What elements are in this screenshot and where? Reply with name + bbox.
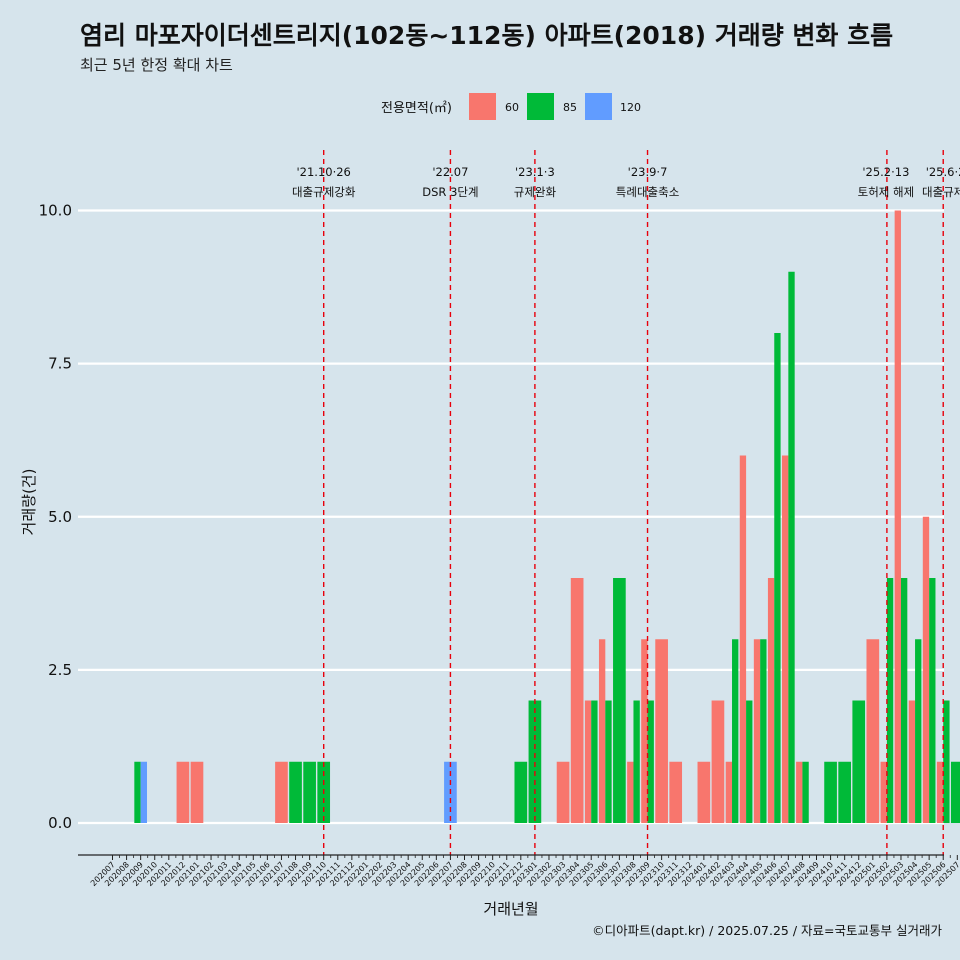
bar-60-202504 (908, 700, 916, 823)
event-name-label: 특례대출축소 (616, 185, 679, 199)
y-tick-label: 7.5 (48, 355, 72, 373)
bar-85-202305 (591, 700, 598, 823)
bar-60-202303 (556, 761, 570, 823)
event-date-label: '25.6·27 (926, 165, 960, 179)
bar-60-202310 (655, 639, 668, 823)
event-name-label: 규제완화 (514, 185, 557, 199)
event-date-label: '23.9·7 (628, 165, 668, 179)
legend-swatch-85 (527, 93, 554, 120)
bar-85-202404 (746, 700, 753, 823)
chart-caption: ©디아파트(dapt.kr) / 2025.07.25 / 자료=국토교통부 실… (592, 923, 942, 938)
y-tick-label: 5.0 (48, 508, 72, 526)
bar-60-202406 (767, 578, 775, 823)
gridlines (78, 209, 944, 825)
bar-60-202402 (711, 700, 725, 823)
legend-swatch-120 (585, 93, 612, 120)
legend-label-85: 85 (563, 101, 577, 114)
bar-85-202502 (886, 578, 894, 823)
legend: 전용면적(㎡) 60 85 120 (381, 93, 641, 120)
event-name-label: DSR 3단계 (422, 185, 478, 199)
bar-60-202309 (641, 639, 648, 823)
bar-60-202408 (796, 761, 803, 823)
bar-60-202401 (697, 761, 711, 823)
bar-60-202501 (866, 639, 880, 823)
bar-85-202403 (732, 639, 739, 823)
bar-85-202405 (760, 639, 767, 823)
bar-60-202101 (190, 761, 204, 823)
bar-60-202505 (922, 516, 930, 823)
bar-85-202408 (802, 761, 809, 823)
bar-85-202406 (774, 333, 781, 823)
event-date-label: '23.1·3 (515, 165, 555, 179)
bar-60-202506 (936, 761, 944, 823)
bar-60-202403 (725, 761, 733, 823)
bar-60-202407 (782, 455, 789, 823)
bars (134, 210, 960, 823)
bar-85-202506 (943, 700, 950, 823)
event-lines: '21.10·26 대출규제강화 '22.07 DSR 3단계 '23.1·3 규제완화 '… (292, 150, 960, 855)
bar-60-202304 (570, 578, 584, 823)
event-date-label: '22.07 (432, 165, 468, 179)
chart-subtitle: 최근 5년 한정 확대 차트 (80, 56, 233, 74)
bar-60-202502 (880, 761, 887, 823)
bar-85-202108 (289, 761, 302, 823)
x-axis: 2020072020082020092020102020112020122021… (78, 854, 960, 888)
bar-85-202412 (852, 700, 866, 823)
bar-120-202009 (140, 761, 147, 823)
y-tick-label: 10.0 (39, 202, 72, 220)
bar-85-202507 (950, 761, 960, 823)
bar-85-202407 (788, 271, 795, 823)
bar-60-202308 (627, 761, 634, 823)
event-name-label: 대출규제강화 (292, 185, 356, 199)
bar-85-202410 (824, 761, 837, 823)
bar-85-202009 (134, 761, 141, 823)
legend-swatch-60 (469, 93, 496, 120)
bar-85-202503 (900, 578, 908, 823)
event-name-label: 대출규제 (922, 185, 960, 199)
legend-title: 전용면적(㎡) (381, 101, 452, 116)
bar-60-202012 (176, 761, 190, 823)
event-date-label: '25.2·13 (862, 165, 909, 179)
y-tick-label: 0.0 (48, 814, 72, 832)
bar-85-202309 (647, 700, 654, 823)
event-name-label: 토허제 해제 (858, 185, 915, 199)
bar-85-202411 (838, 761, 851, 823)
bar-85-202504 (915, 639, 922, 823)
bar-60-202405 (753, 639, 761, 823)
bar-85-202212 (514, 761, 528, 823)
bar-60-202404 (739, 455, 747, 823)
bar-85-202306 (605, 700, 612, 823)
legend-label-120: 120 (620, 101, 641, 114)
bar-60-202306 (598, 639, 606, 823)
bar-85-202505 (929, 578, 936, 823)
x-axis-title: 거래년월 (483, 900, 538, 918)
bar-60-202503 (894, 210, 901, 823)
y-tick-label: 2.5 (48, 661, 72, 679)
bar-60-202107 (275, 761, 288, 823)
bar-85-202308 (633, 700, 640, 823)
legend-label-60: 60 (505, 101, 519, 114)
bar-85-202301 (528, 700, 542, 823)
y-axis-title: 거래량(건) (20, 469, 38, 536)
bar-85-202307 (613, 578, 626, 823)
y-axis: 0.0 2.5 5.0 7.5 10.0 (39, 202, 72, 833)
bar-60-202305 (584, 700, 592, 823)
chart-title: 염리 마포자이더센트리지(102동~112동) 아파트(2018) 거래량 변화… (80, 21, 893, 50)
event-date-label: '21.10·26 (297, 165, 351, 179)
bar-60-202311 (669, 761, 683, 823)
bar-85-202109 (303, 761, 316, 823)
